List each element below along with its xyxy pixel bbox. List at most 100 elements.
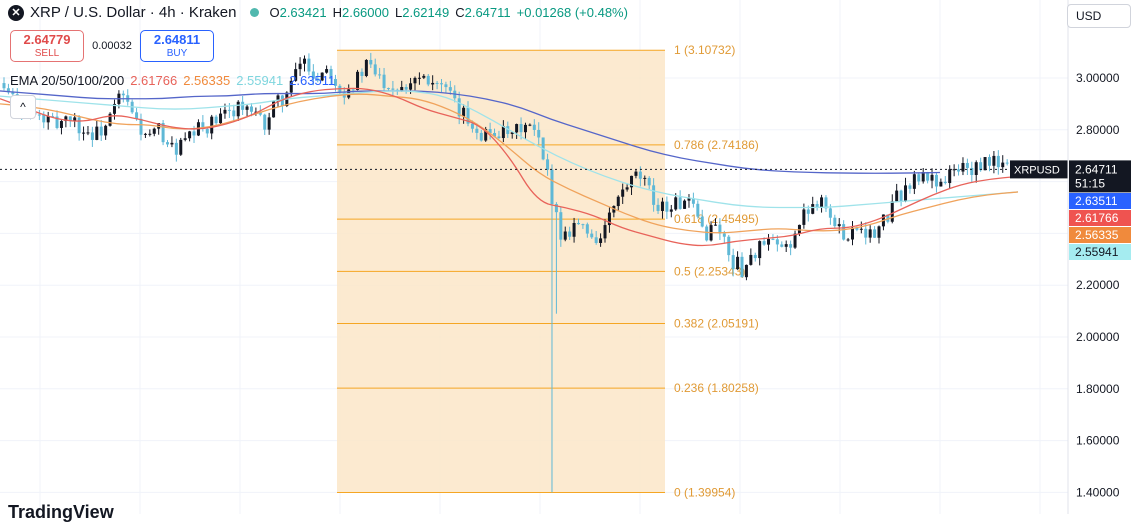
candle-body [201, 122, 205, 129]
candle-body [789, 244, 793, 248]
candle-body [621, 189, 625, 197]
candle-body [603, 225, 607, 239]
candle-body [546, 159, 550, 170]
candle-body [820, 197, 824, 208]
candle-body [148, 133, 152, 135]
ema-legend[interactable]: EMA 20/50/100/200 2.61766 2.56335 2.5594… [10, 73, 335, 88]
trade-panel: 2.64779 SELL 0.00032 2.64811 BUY [10, 30, 214, 62]
candle-body [466, 107, 470, 124]
candle-body [585, 224, 589, 234]
candle-body [753, 254, 757, 259]
candle-body [210, 116, 214, 134]
candle-body [360, 71, 364, 76]
candle-body [515, 124, 519, 133]
buy-button[interactable]: 2.64811 BUY [140, 30, 214, 62]
last-price-tag [1069, 160, 1131, 193]
sell-button[interactable]: 2.64779 SELL [10, 30, 84, 62]
ema200-line [0, 90, 941, 174]
candle-body [877, 226, 881, 238]
candle-body [572, 222, 576, 237]
candle-body [280, 95, 284, 106]
candle-body [939, 181, 943, 187]
candle-body [1005, 162, 1009, 164]
candle-body [475, 128, 479, 133]
candle-body [930, 174, 934, 181]
fib-label: 0.236 (1.80258) [674, 381, 759, 395]
candle-body [660, 201, 664, 211]
candle-body [479, 132, 483, 141]
candle-body [382, 74, 386, 89]
candle-body [815, 204, 819, 208]
ema-price-tag-value: 2.55941 [1075, 245, 1119, 259]
candle-body [576, 222, 580, 225]
candle-body [493, 132, 497, 137]
candle-body [528, 124, 532, 126]
candle-body [46, 116, 50, 123]
ema20-value: 2.61766 [130, 73, 178, 88]
candle-body [696, 203, 700, 217]
candle-body [241, 101, 245, 110]
candle-body [669, 209, 673, 212]
candle-body [554, 204, 558, 213]
candle-body [634, 171, 638, 176]
candle-body [409, 83, 413, 90]
candle-body [426, 75, 430, 85]
candle-body [996, 155, 1000, 168]
candle-body [391, 88, 395, 90]
candle-body [961, 162, 965, 172]
fib-label: 0.618 (2.45495) [674, 212, 759, 226]
candle-body [369, 59, 373, 65]
candle-body [68, 116, 72, 122]
candle-body [683, 200, 687, 209]
ema-legend-label: EMA 20/50/100/200 [10, 73, 125, 88]
low-value: 2.62149 [402, 5, 450, 20]
candle-body [510, 132, 514, 134]
candle-body [749, 254, 753, 265]
candle-body [462, 107, 466, 117]
candle-body [983, 157, 987, 171]
price-axis-label: 2.00000 [1076, 330, 1120, 344]
candle-body [73, 117, 77, 122]
currency-select[interactable]: USD [1067, 4, 1131, 28]
candle-body [802, 209, 806, 225]
ema50-value: 2.56335 [183, 73, 231, 88]
candle-body [537, 129, 541, 138]
candle-body [488, 129, 492, 133]
candle-body [112, 103, 116, 114]
chevron-up-icon: ^ [20, 100, 26, 114]
candle-body [422, 75, 426, 78]
fib-label: 0.786 (2.74186) [674, 138, 759, 152]
candle-body [444, 84, 448, 88]
candle-body [364, 59, 368, 76]
candle-body [638, 171, 642, 179]
candle-body [484, 129, 488, 141]
close-label: C [455, 5, 465, 20]
price-axis-label: 1.40000 [1076, 485, 1120, 499]
ema-price-tag [1069, 193, 1131, 209]
tradingview-logo: TradingView [8, 502, 114, 522]
buy-label: BUY [166, 48, 188, 59]
candle-body [316, 78, 320, 81]
candle-body [899, 190, 903, 202]
candle-body [895, 190, 899, 202]
change-value: +0.01268 (+0.48%) [516, 5, 628, 20]
candle-body [630, 175, 634, 188]
collapse-legend-button[interactable]: ^ [10, 95, 36, 119]
candle-body [797, 224, 801, 234]
candle-body [952, 169, 956, 171]
candle-body [161, 123, 165, 143]
candle-body [307, 58, 311, 72]
candle-body [289, 80, 293, 93]
candle-body [590, 233, 594, 238]
candle-body [457, 98, 461, 117]
candle-body [784, 244, 788, 247]
candle-body [921, 171, 925, 182]
symbol-title[interactable]: XRP / U.S. Dollar · 4h · Kraken [30, 4, 237, 21]
candle-body [722, 233, 726, 237]
candle-body [258, 111, 262, 115]
candle-body [647, 177, 651, 186]
candle-body [183, 138, 187, 140]
candle-body [691, 198, 695, 204]
candle-body [192, 131, 196, 136]
